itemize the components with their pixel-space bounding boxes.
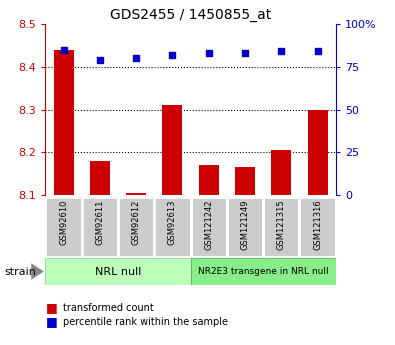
Bar xyxy=(271,150,291,195)
Bar xyxy=(45,258,190,285)
Bar xyxy=(299,197,336,257)
Text: percentile rank within the sample: percentile rank within the sample xyxy=(63,317,228,326)
Bar xyxy=(54,50,73,195)
Text: GSM92611: GSM92611 xyxy=(95,200,104,245)
Bar xyxy=(154,197,191,257)
Title: GDS2455 / 1450855_at: GDS2455 / 1450855_at xyxy=(110,8,271,22)
Point xyxy=(97,57,103,63)
Bar xyxy=(190,197,227,257)
Point xyxy=(205,50,212,56)
Text: NRL null: NRL null xyxy=(95,267,141,276)
Text: GSM92610: GSM92610 xyxy=(59,200,68,245)
Point xyxy=(133,56,139,61)
Bar xyxy=(118,197,154,257)
Text: GSM92613: GSM92613 xyxy=(168,200,177,245)
Bar xyxy=(199,165,219,195)
Text: transformed count: transformed count xyxy=(63,303,154,313)
Text: GSM121249: GSM121249 xyxy=(241,200,250,250)
Text: GSM121242: GSM121242 xyxy=(204,200,213,250)
Text: GSM92612: GSM92612 xyxy=(132,200,141,245)
Text: ■: ■ xyxy=(45,301,57,314)
Bar xyxy=(82,197,118,257)
Bar xyxy=(126,193,146,195)
Text: GSM121315: GSM121315 xyxy=(277,200,286,250)
Point xyxy=(278,49,284,54)
Text: ■: ■ xyxy=(45,315,57,328)
Bar xyxy=(235,167,255,195)
Point xyxy=(314,49,321,54)
Bar xyxy=(190,258,336,285)
Point xyxy=(242,50,248,56)
Point xyxy=(60,47,67,52)
Text: NR2E3 transgene in NRL null: NR2E3 transgene in NRL null xyxy=(198,267,329,276)
Bar xyxy=(227,197,263,257)
Bar xyxy=(45,197,82,257)
Bar xyxy=(263,197,299,257)
Polygon shape xyxy=(31,263,44,280)
Text: strain: strain xyxy=(4,267,36,276)
Point xyxy=(169,52,176,58)
Text: GSM121316: GSM121316 xyxy=(313,200,322,250)
Bar xyxy=(308,110,327,195)
Bar xyxy=(90,161,110,195)
Bar xyxy=(162,105,182,195)
